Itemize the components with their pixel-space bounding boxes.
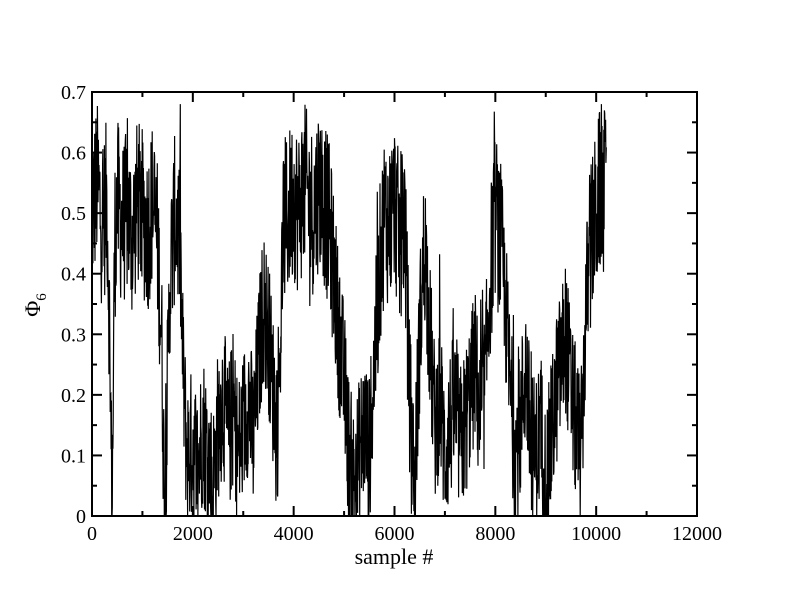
x-tick-label: 0 — [87, 523, 97, 545]
y-axis-title-main: Φ — [20, 301, 45, 317]
y-tick-label: 0.7 — [61, 82, 86, 104]
data-trace — [91, 104, 607, 517]
y-axis-title-sub: 6 — [34, 293, 50, 301]
x-tick-label: 2000 — [173, 523, 213, 545]
series-line — [91, 104, 607, 517]
y-tick-label: 0.3 — [61, 324, 86, 346]
x-axis-title: sample # — [355, 544, 434, 569]
svg-text:Φ6: Φ6 — [20, 293, 50, 317]
x-tick-label: 10000 — [571, 523, 621, 545]
y-axis-title: Φ6 — [20, 293, 50, 317]
y-tick-label: 0.5 — [61, 203, 86, 225]
x-tick-label: 4000 — [274, 523, 314, 545]
y-tick-label: 0 — [76, 506, 86, 528]
y-tick-label: 0.4 — [61, 264, 86, 286]
x-tick-label: 8000 — [475, 523, 515, 545]
x-tick-label: 6000 — [375, 523, 415, 545]
y-tick-label: 0.1 — [61, 445, 86, 467]
axis-ticks — [91, 91, 698, 517]
y-tick-label: 0.2 — [61, 385, 86, 407]
x-tick-label: 12000 — [672, 523, 722, 545]
tick-labels: 0 2000 4000 6000 8000 10000 12000 0 0.1 0.2 0.3 0.4… — [61, 82, 722, 545]
y-tick-label: 0.6 — [61, 143, 86, 165]
